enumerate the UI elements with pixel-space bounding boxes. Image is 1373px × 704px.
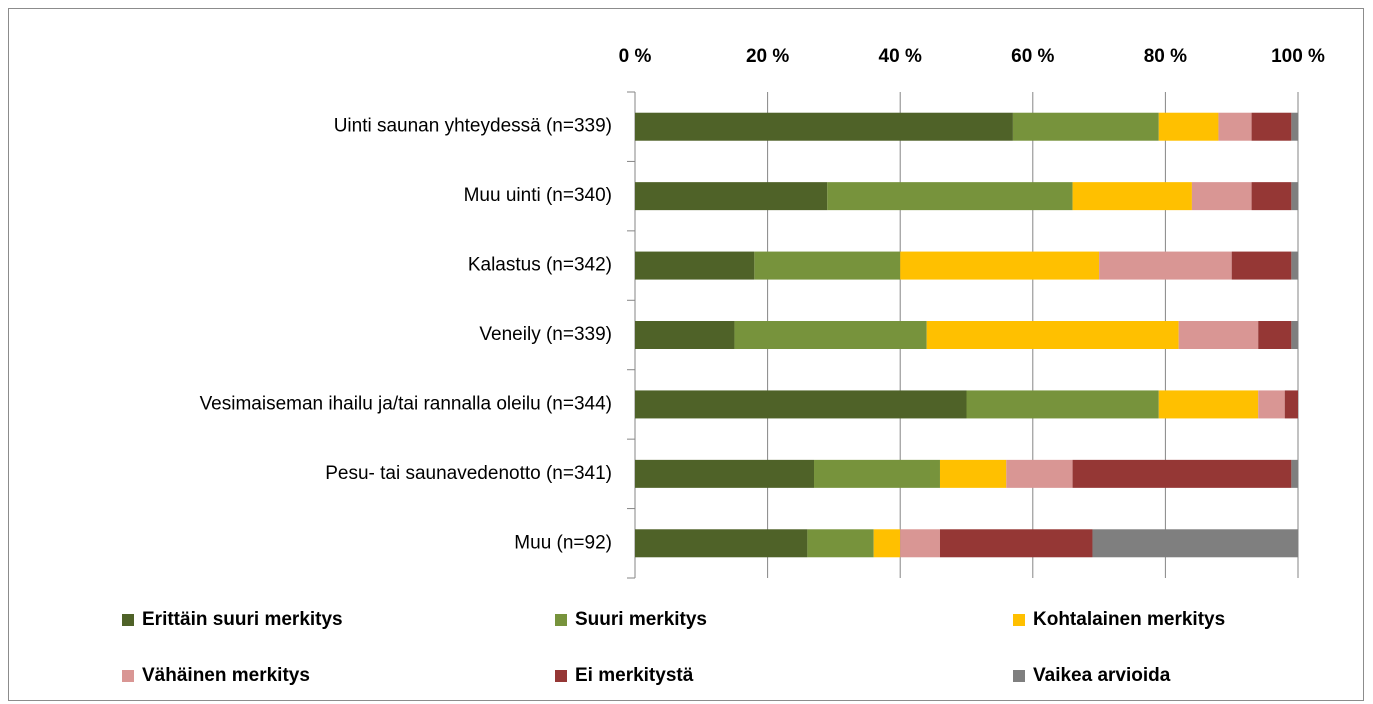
bar-segment — [1231, 251, 1292, 280]
bar-segment — [926, 321, 1179, 349]
bar-segment — [1218, 112, 1252, 141]
bar-segment — [635, 112, 1013, 141]
bar-segment — [1012, 112, 1159, 141]
bar-segment — [1006, 459, 1073, 488]
y-tick-label: Uinti saunan yhteydessä (n=339) — [334, 116, 612, 137]
bar-segment — [635, 321, 735, 349]
bar-segment — [635, 529, 808, 558]
bar-segment — [939, 459, 1007, 488]
legend-swatch — [555, 670, 567, 682]
bar-segment — [1178, 321, 1259, 349]
legend-label: Kohtalainen merkitys — [1033, 609, 1225, 630]
legend-label: Erittäin suuri merkitys — [142, 609, 343, 630]
x-tick-label: 40 % — [879, 46, 922, 67]
bar-segment — [1251, 182, 1292, 211]
bar-segment — [807, 529, 874, 558]
legend-label: Ei merkitystä — [575, 665, 694, 686]
bar-segment — [635, 390, 967, 419]
bar-segment — [635, 459, 815, 488]
bar-segment — [1284, 390, 1298, 419]
legend-swatch — [122, 670, 134, 682]
y-tick-label: Veneily (n=339) — [479, 324, 612, 345]
legend-label: Vaikea arvioida — [1033, 665, 1171, 686]
y-tick-label: Vesimaiseman ihailu ja/tai rannalla olei… — [200, 393, 612, 414]
x-tick-label: 80 % — [1144, 46, 1187, 67]
legend-swatch — [122, 614, 134, 626]
bar-segment — [1258, 321, 1292, 349]
bar-segment — [1291, 112, 1298, 141]
bar-segment — [1291, 459, 1298, 488]
x-tick-label: 20 % — [746, 46, 789, 67]
bar-segment — [635, 182, 828, 211]
bar-segment — [1092, 529, 1298, 558]
bar-segment — [1191, 182, 1252, 211]
legend-label: Suuri merkitys — [575, 609, 707, 630]
x-tick-label: 0 % — [619, 46, 652, 67]
y-tick-label: Kalastus (n=342) — [468, 255, 612, 276]
y-tick-label: Pesu- tai saunavedenotto (n=341) — [325, 463, 612, 484]
bar-segment — [900, 529, 940, 558]
legend-swatch — [1013, 614, 1025, 626]
bar-segment — [900, 251, 1100, 280]
bar-segment — [1291, 321, 1298, 349]
bar-segment — [939, 529, 1093, 558]
bar-segment — [873, 529, 901, 558]
bar-segment — [1291, 251, 1298, 280]
chart-frame — [8, 8, 1364, 701]
bar-segment — [1099, 251, 1232, 280]
bar-segment — [635, 251, 755, 280]
bar-segment — [1158, 390, 1259, 419]
x-tick-label: 100 % — [1271, 46, 1325, 67]
bar-segment — [1291, 182, 1298, 211]
x-tick-label: 60 % — [1011, 46, 1054, 67]
legend-swatch — [1013, 670, 1025, 682]
bar-segment — [1072, 459, 1292, 488]
legend-label: Vähäinen merkitys — [142, 665, 310, 686]
bar-segment — [1072, 182, 1192, 211]
bar-segment — [827, 182, 1073, 211]
y-tick-label: Muu (n=92) — [514, 532, 612, 553]
bar-segment — [1258, 390, 1285, 419]
bar-segment — [966, 390, 1159, 419]
bar-segment — [814, 459, 940, 488]
y-tick-label: Muu uinti (n=340) — [464, 185, 612, 206]
bar-segment — [734, 321, 927, 349]
bar-segment — [754, 251, 901, 280]
bar-segment — [1251, 112, 1292, 141]
legend-swatch — [555, 614, 567, 626]
bar-segment — [1158, 112, 1219, 141]
